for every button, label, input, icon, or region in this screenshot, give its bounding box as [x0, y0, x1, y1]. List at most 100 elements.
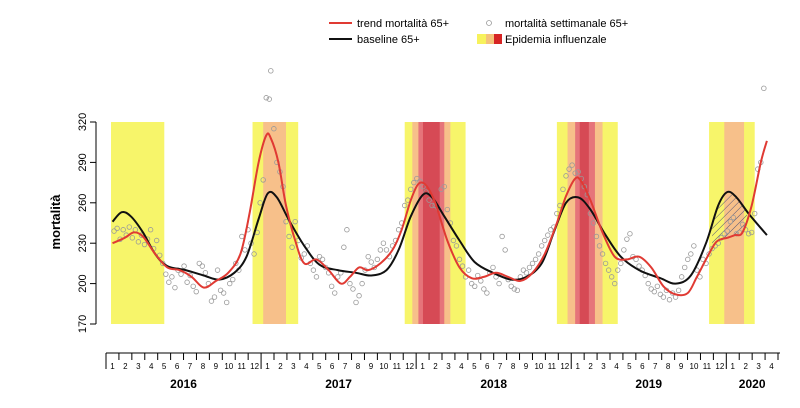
weekly-point	[721, 231, 727, 237]
weekly-point	[292, 218, 298, 225]
weekly-point	[724, 228, 731, 234]
legend-epidemic-label: Epidemia influenzale	[505, 34, 607, 46]
x-month-label: 1	[731, 362, 736, 371]
x-month-label: 3	[446, 362, 451, 371]
weekly-point	[621, 247, 627, 253]
weekly-point	[657, 291, 664, 298]
legend-obs-swatch	[486, 20, 492, 26]
weekly-point	[141, 241, 148, 248]
x-month-label: 4	[769, 362, 774, 371]
weekly-point	[727, 218, 734, 225]
weekly-point	[675, 287, 682, 294]
weekly-point	[484, 290, 490, 296]
x-month-label: 8	[666, 362, 671, 371]
x-month-label: 4	[149, 362, 154, 371]
x-month-label: 5	[627, 362, 632, 371]
weekly-point	[730, 214, 737, 221]
x-month-label: 12	[560, 362, 569, 371]
epidemic-band-2017-18-peak	[422, 122, 440, 324]
x-month-label: 7	[653, 362, 658, 371]
weekly-point	[545, 232, 551, 238]
x-month-label: 4	[614, 362, 619, 371]
weekly-point	[691, 243, 697, 249]
weekly-point	[654, 283, 661, 289]
weekly-point	[529, 260, 536, 267]
x-month-label: 2	[123, 362, 128, 371]
x-month-label: 11	[548, 362, 557, 371]
x-month-label: 2	[433, 362, 438, 371]
weekly-point	[423, 189, 429, 195]
weekly-point	[499, 233, 505, 240]
weekly-point	[377, 247, 384, 253]
weekly-point	[233, 260, 239, 267]
weekly-point	[542, 237, 548, 244]
weekly-point	[181, 263, 187, 269]
weekly-point	[478, 278, 484, 284]
weekly-point	[526, 264, 533, 271]
weekly-point	[453, 243, 460, 249]
weekly-point	[380, 240, 387, 246]
x-month-label: 3	[136, 362, 141, 371]
x-month-label: 2	[588, 362, 593, 371]
weekly-point	[163, 271, 169, 277]
weekly-point	[593, 233, 600, 240]
x-month-label: 10	[534, 362, 543, 371]
weekly-point	[618, 260, 624, 267]
x-month-label: 11	[703, 362, 712, 371]
weekly-point	[615, 267, 621, 273]
weekly-point	[316, 253, 323, 260]
weekly-point	[214, 267, 221, 273]
weekly-point	[514, 287, 521, 294]
weekly-point	[160, 260, 166, 267]
weekly-point	[602, 260, 609, 267]
x-year-label: 2017	[325, 377, 352, 391]
weekly-point	[266, 96, 272, 102]
x-year-label: 2018	[480, 377, 507, 391]
x-month-label: 12	[405, 362, 414, 371]
weekly-point	[508, 283, 514, 289]
weekly-point	[147, 227, 154, 233]
weekly-point	[227, 280, 233, 287]
x-month-label: 11	[238, 362, 247, 371]
weekly-point	[332, 290, 338, 296]
weekly-point	[257, 200, 263, 206]
legend-epidemic-swatch	[477, 34, 502, 44]
weekly-point	[752, 210, 758, 217]
weekly-point	[608, 274, 615, 280]
weekly-point	[220, 290, 227, 296]
x-month-label: 5	[162, 362, 167, 371]
weekly-point	[523, 270, 530, 276]
weekly-point	[590, 220, 597, 226]
weekly-point	[129, 235, 136, 241]
weekly-point	[172, 284, 178, 291]
weekly-point	[347, 280, 353, 287]
weekly-point	[239, 233, 245, 240]
weekly-point	[535, 251, 542, 257]
weekly-point	[465, 267, 472, 273]
weekly-point	[566, 166, 572, 172]
x-month-label: 8	[356, 362, 361, 371]
x-month-label: 3	[291, 362, 296, 371]
weekly-point	[356, 293, 362, 299]
weekly-point	[359, 280, 365, 287]
y-axis: 170 200 230 260 290 320	[77, 113, 97, 333]
weekly-point	[548, 227, 554, 233]
weekly-point	[286, 233, 292, 240]
weekly-point	[408, 186, 414, 193]
x-month-label: 9	[524, 362, 529, 371]
weekly-point	[481, 286, 487, 292]
y-tick-label: 290	[77, 153, 89, 171]
weekly-point	[645, 280, 651, 287]
weekly-point	[335, 274, 341, 280]
weekly-point	[678, 274, 685, 280]
x-month-label: 7	[498, 362, 503, 371]
weekly-point	[688, 251, 694, 257]
x-month-label: 1	[575, 362, 580, 371]
x-month-label: 10	[379, 362, 388, 371]
weekly-point	[496, 280, 502, 287]
x-month-label: 3	[601, 362, 606, 371]
weekly-point	[429, 202, 435, 209]
x-year-label: 2020	[739, 377, 766, 391]
weekly-point	[511, 286, 517, 292]
weekly-point	[569, 162, 575, 168]
